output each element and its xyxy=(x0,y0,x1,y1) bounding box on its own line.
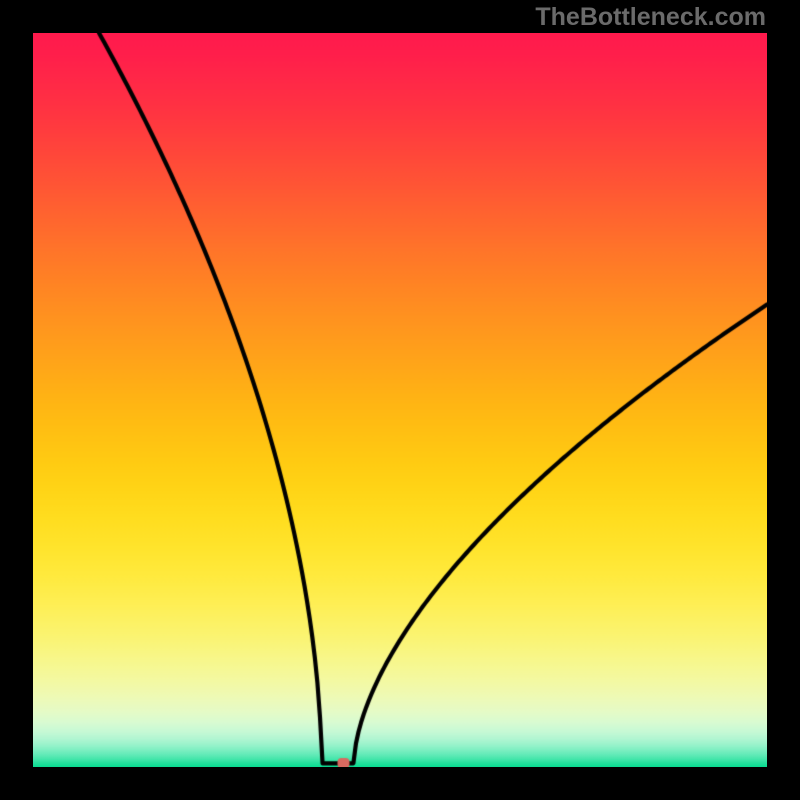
watermark-text: TheBottleneck.com xyxy=(535,3,766,32)
bottleneck-curve xyxy=(33,33,767,767)
stage: TheBottleneck.com xyxy=(0,0,800,800)
plot-area xyxy=(33,33,767,767)
